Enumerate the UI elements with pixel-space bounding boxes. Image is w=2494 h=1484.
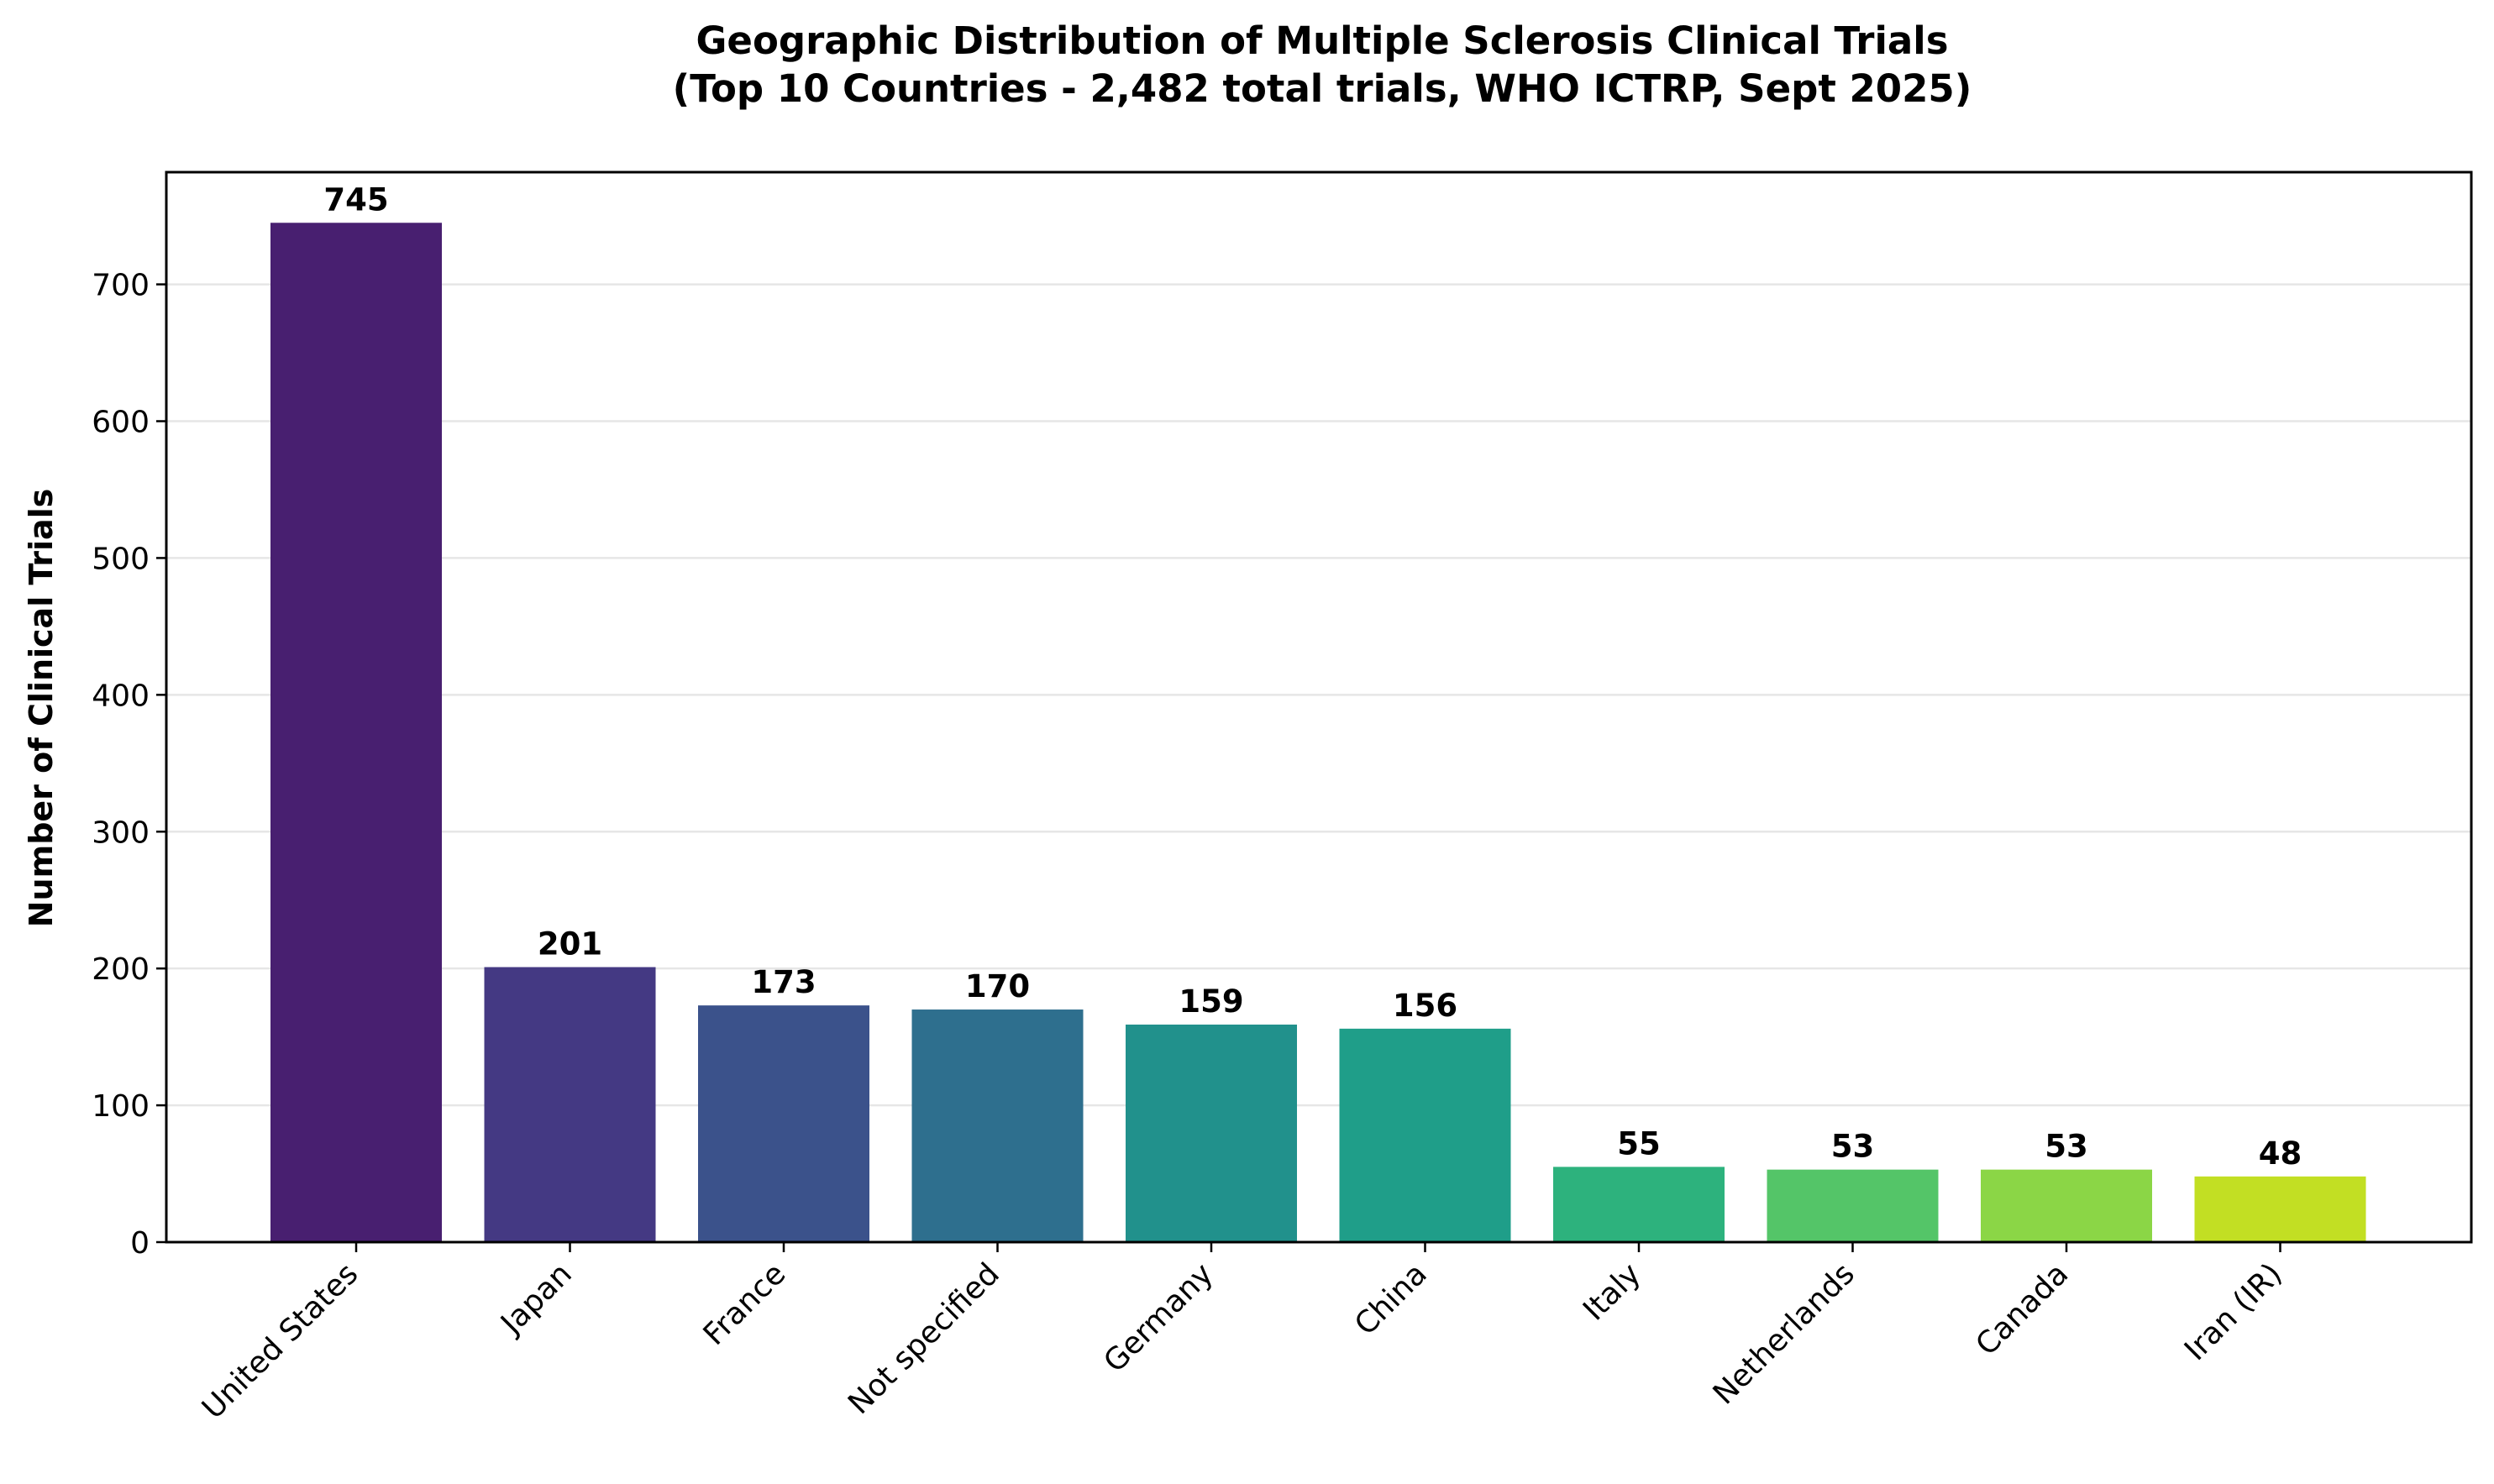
x-axis-ticks: United States Japan France Not specified Ger… xyxy=(196,1242,2289,1426)
x-tick-label: Netherlands xyxy=(1707,1256,1861,1411)
bar xyxy=(1339,1028,1511,1242)
bars xyxy=(270,223,2366,1242)
chart-title-line1: Geographic Distribution of Multiple Scle… xyxy=(696,18,1948,63)
data-label: 745 xyxy=(323,181,388,218)
data-label: 173 xyxy=(751,964,816,1000)
y-axis-label: Number of Clinical Trials xyxy=(23,489,60,928)
data-label: 48 xyxy=(2259,1135,2302,1172)
y-tick-label: 400 xyxy=(92,679,150,713)
x-tick-label: Germany xyxy=(1097,1256,1220,1379)
y-axis-ticks: 0 100 200 300 400 500 600 700 xyxy=(92,269,166,1261)
data-label: 53 xyxy=(1831,1129,1875,1165)
x-tick-label: Iran (IR) xyxy=(2178,1256,2289,1367)
bar xyxy=(911,1009,1084,1242)
chart-title-line2: (Top 10 Countries - 2,482 total trials, … xyxy=(673,66,1972,111)
x-tick-label: Japan xyxy=(493,1256,578,1341)
y-tick-label: 600 xyxy=(92,406,150,440)
data-label: 156 xyxy=(1393,988,1457,1024)
y-tick-label: 300 xyxy=(92,815,150,850)
x-tick-label: Canada xyxy=(1969,1256,2075,1362)
plot-frame xyxy=(165,170,2473,1244)
data-label: 55 xyxy=(1617,1125,1661,1162)
y-tick-label: 700 xyxy=(92,269,150,303)
data-labels: 745 201 173 170 159 156 55 53 53 48 xyxy=(323,181,2302,1172)
x-tick-label: China xyxy=(1348,1256,1434,1342)
data-label: 159 xyxy=(1179,983,1243,1020)
bar xyxy=(698,1005,869,1242)
bar xyxy=(1553,1167,1725,1242)
data-label: 170 xyxy=(965,968,1030,1004)
y-tick-label: 0 xyxy=(130,1226,150,1261)
y-tick-label: 100 xyxy=(92,1089,150,1124)
y-tick-label: 200 xyxy=(92,952,150,987)
bar xyxy=(1981,1169,2152,1242)
x-tick-label: Italy xyxy=(1577,1256,1647,1327)
bar xyxy=(1767,1169,1939,1242)
x-tick-label: France xyxy=(697,1256,793,1352)
data-label: 53 xyxy=(2045,1129,2088,1165)
bar xyxy=(270,223,442,1242)
x-tick-label: Not specified xyxy=(842,1256,1006,1421)
x-tick-label: United States xyxy=(196,1256,365,1425)
y-tick-label: 500 xyxy=(92,542,150,576)
bar xyxy=(1126,1024,1297,1242)
data-label: 201 xyxy=(538,926,602,962)
bar xyxy=(484,967,656,1242)
bar xyxy=(2194,1176,2366,1242)
